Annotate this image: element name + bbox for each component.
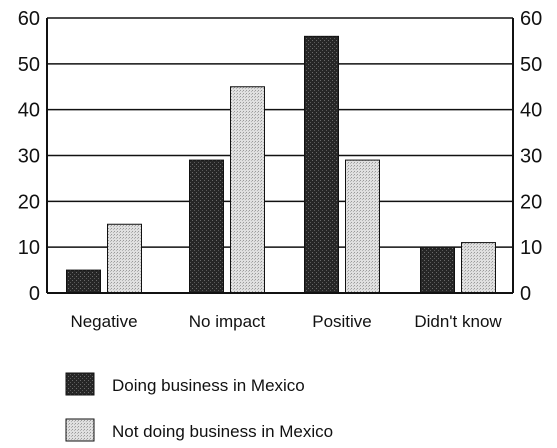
right-axis-tick-labels: 0 10 20 30 40 50 60: [520, 8, 542, 305]
left-tick-label: 40: [18, 100, 40, 122]
left-tick-label: 0: [29, 283, 40, 305]
right-tick-label: 30: [520, 146, 542, 168]
category-label: Negative: [70, 312, 137, 331]
bar-doing-business: [420, 246, 455, 294]
right-tick-label: 40: [520, 100, 542, 122]
category-label: No impact: [189, 312, 266, 331]
left-tick-label: 10: [18, 237, 40, 259]
right-tick-label: 60: [520, 8, 542, 30]
left-axis-tick-labels: 0 10 20 30 40 50 60: [18, 8, 40, 305]
category-labels: Negative No impact Positive Didn't know: [70, 312, 502, 331]
right-tick-label: 20: [520, 191, 542, 213]
left-tick-label: 50: [18, 54, 40, 76]
legend-swatch-not-doing-business: [65, 418, 95, 442]
bars: [66, 35, 496, 294]
bar-doing-business: [304, 35, 339, 294]
category-label: Positive: [312, 312, 372, 331]
left-tick-label: 60: [18, 8, 40, 30]
category-label: Didn't know: [414, 312, 502, 331]
bar-not-doing-business: [230, 86, 265, 294]
legend-swatch-doing-business: [65, 372, 95, 396]
right-tick-label: 0: [520, 283, 531, 305]
bar-not-doing-business: [345, 159, 380, 294]
right-tick-label: 10: [520, 237, 542, 259]
left-tick-label: 20: [18, 191, 40, 213]
bar-doing-business: [189, 159, 224, 294]
right-tick-label: 50: [520, 54, 542, 76]
plot-frame: [46, 18, 514, 294]
legend-label-doing-business: Doing business in Mexico: [112, 376, 305, 395]
left-tick-label: 30: [18, 146, 40, 168]
legend: Doing business in Mexico Not doing busin…: [65, 372, 333, 442]
bar-not-doing-business: [107, 223, 142, 294]
bar-doing-business: [66, 269, 101, 294]
bar-not-doing-business: [461, 242, 496, 294]
legend-label-not-doing-business: Not doing business in Mexico: [112, 422, 333, 441]
